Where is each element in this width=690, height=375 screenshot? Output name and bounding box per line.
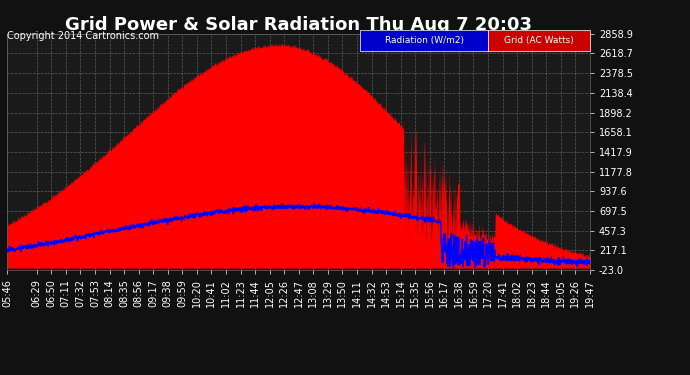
Text: Grid (AC Watts): Grid (AC Watts) [504, 36, 574, 45]
Title: Grid Power & Solar Radiation Thu Aug 7 20:03: Grid Power & Solar Radiation Thu Aug 7 2… [65, 16, 532, 34]
Text: Copyright 2014 Cartronics.com: Copyright 2014 Cartronics.com [7, 32, 159, 41]
Text: Radiation (W/m2): Radiation (W/m2) [384, 36, 464, 45]
